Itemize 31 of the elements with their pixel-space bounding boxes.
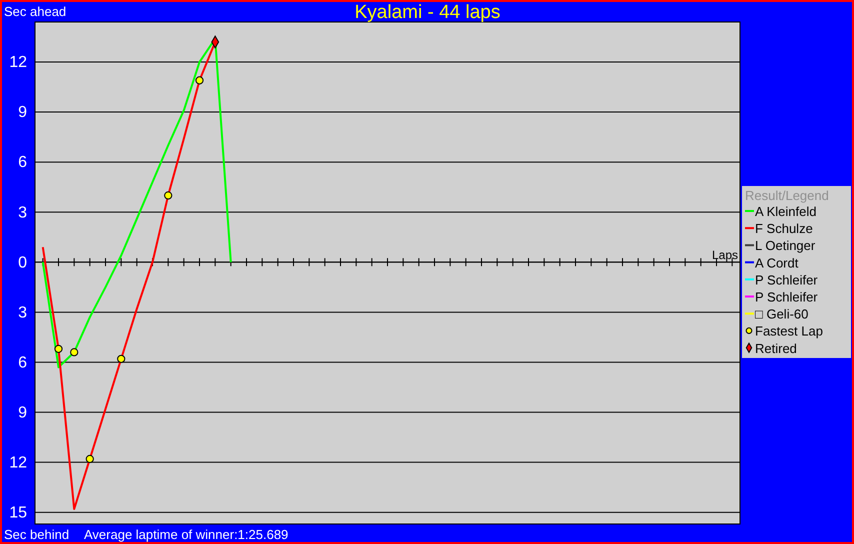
point [117, 354, 126, 363]
y-tick-label: 0 [18, 254, 28, 272]
y-tick-label: 6 [18, 154, 28, 172]
y-tick-label: 12 [9, 454, 28, 472]
point [54, 344, 63, 353]
legend-label: □ Geli-60 [755, 306, 808, 322]
y-tick-label: 3 [18, 304, 28, 322]
chart-title: Kyalami - 44 laps [354, 2, 500, 23]
point [86, 454, 94, 464]
y-tick-label: 9 [18, 104, 28, 122]
y-tick-label: 9 [18, 404, 28, 422]
x-axis-title: Laps [712, 248, 738, 262]
y-tick-label: 15 [9, 504, 28, 522]
text: Sec behind [4, 527, 70, 542]
point [164, 191, 172, 200]
legend-label: Fastest Lap [755, 324, 823, 339]
legend-label: P Schleifer [755, 290, 818, 304]
legend-label: A Kleinfeld [755, 204, 816, 219]
legend-title: Result/Legend [745, 188, 829, 203]
y-axis-title: Sec ahead [4, 4, 66, 19]
point [70, 348, 78, 356]
legend-label: Retired [755, 340, 797, 356]
legend-label: P Schleifer [755, 272, 818, 288]
legend-label: F Schulze [755, 221, 813, 236]
legend-label: L Oetinger [755, 238, 816, 254]
y-tick-label: 6 [18, 354, 28, 372]
text: Average laptime of winner:1:25.689 [84, 527, 288, 542]
point [195, 76, 204, 84]
y-tick-label: 3 [18, 204, 28, 222]
legend-label: A Cordt [755, 255, 799, 270]
y-tick-label: 12 [9, 54, 28, 72]
